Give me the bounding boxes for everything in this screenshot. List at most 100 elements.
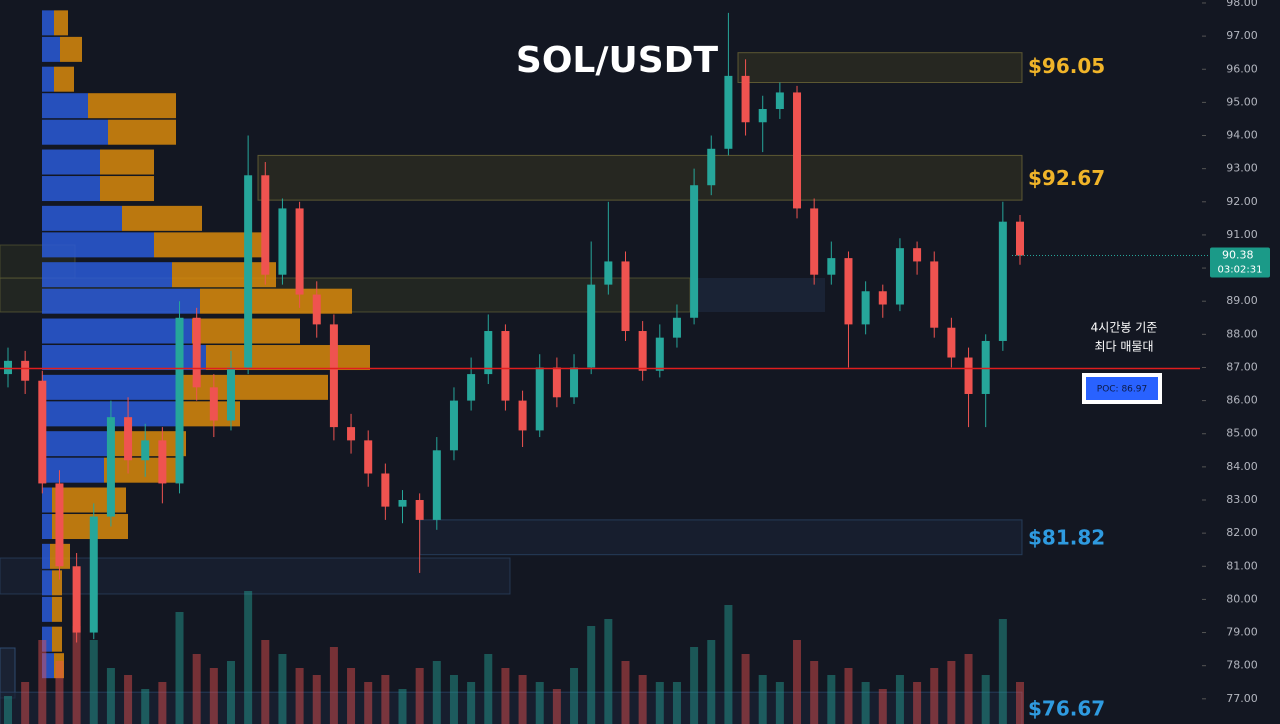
- countdown: 03:02:31: [1218, 264, 1263, 275]
- volume-bar: [552, 689, 561, 724]
- level-zone: [737, 52, 1023, 84]
- poc-box-inner: [1086, 377, 1158, 400]
- candle-body: [621, 261, 630, 332]
- y-tick-label: 92.00: [1226, 195, 1258, 208]
- profile-sell: [52, 626, 62, 652]
- profile-sell: [104, 457, 180, 483]
- volume-bar: [758, 675, 767, 724]
- y-tick-label: 97.00: [1226, 29, 1258, 42]
- volume-bar: [467, 682, 476, 724]
- level-label: $96.05: [1028, 54, 1105, 78]
- profile-buy: [42, 457, 104, 483]
- candle-body: [124, 417, 133, 461]
- volume-bar: [998, 619, 1007, 724]
- volume-bar: [535, 682, 544, 724]
- profile-buy: [42, 262, 172, 288]
- candle-body: [690, 185, 699, 318]
- volume-bar: [261, 640, 270, 724]
- candle-body: [878, 291, 887, 305]
- candle-body: [261, 175, 270, 275]
- y-tick-label: 78.00: [1226, 659, 1258, 672]
- candle-body: [930, 261, 939, 328]
- candle-body: [312, 294, 321, 325]
- volume-bar: [89, 640, 98, 724]
- volume-bar: [707, 640, 716, 724]
- candle-body: [158, 440, 167, 484]
- volume-bar: [295, 668, 304, 724]
- y-tick-label: 95.00: [1226, 95, 1258, 108]
- volume-bar: [793, 640, 802, 724]
- profile-buy: [42, 487, 52, 513]
- candle-body: [398, 500, 407, 507]
- profile-buy: [42, 288, 200, 314]
- profile-buy: [42, 318, 192, 344]
- y-tick-label: 81.00: [1226, 559, 1258, 572]
- level-label: $76.67: [1028, 696, 1105, 720]
- volume-bar: [347, 668, 356, 724]
- candle-body: [141, 440, 150, 461]
- volume-bar: [175, 612, 184, 724]
- volume-bar: [518, 675, 527, 724]
- candle-body: [175, 317, 184, 484]
- level-zone: [0, 691, 1023, 724]
- profile-buy: [42, 543, 50, 569]
- profile-buy: [42, 232, 154, 258]
- candle-body: [861, 291, 870, 325]
- profile-buy: [42, 10, 54, 36]
- candle-body: [226, 367, 235, 421]
- volume-bar: [278, 654, 287, 724]
- level-label: $92.67: [1028, 166, 1105, 190]
- candle-body: [895, 248, 904, 305]
- last-price-label: 90.38: [1222, 248, 1254, 261]
- volume-bar: [981, 675, 990, 724]
- candle-body: [364, 440, 373, 474]
- level-zone: [419, 519, 1023, 556]
- candle-body: [501, 331, 510, 401]
- candle-body: [347, 427, 356, 441]
- profile-sell: [54, 653, 64, 679]
- profile-buy: [42, 514, 52, 540]
- volume-bar: [724, 605, 733, 724]
- y-tick-label: 93.00: [1226, 162, 1258, 175]
- volume-bar: [415, 668, 424, 724]
- candle-body: [775, 92, 784, 110]
- candle-body: [1016, 221, 1024, 256]
- volume-bar: [312, 675, 321, 724]
- volume-bar: [501, 668, 510, 724]
- candle-body: [72, 566, 81, 633]
- profile-sell: [100, 149, 154, 175]
- candle-body: [55, 483, 64, 567]
- profile-buy: [42, 119, 108, 145]
- volume-bar: [844, 668, 853, 724]
- candle-body: [552, 367, 561, 398]
- candle-body: [89, 516, 98, 633]
- volume-bar: [484, 654, 493, 724]
- profile-sell: [52, 570, 62, 596]
- volume-bar: [381, 675, 390, 724]
- candle-body: [655, 337, 664, 371]
- profile-buy: [42, 36, 60, 62]
- profile-sell: [172, 262, 276, 288]
- profile-sell: [54, 10, 68, 36]
- candle-body: [913, 248, 922, 262]
- profile-buy: [42, 66, 54, 92]
- profile-buy: [42, 374, 178, 400]
- profile-sell: [88, 93, 176, 119]
- profile-buy: [42, 653, 54, 679]
- y-tick-label: 98.00: [1226, 0, 1258, 9]
- volume-bar: [570, 668, 579, 724]
- volume-bar: [192, 654, 201, 724]
- volume-bar: [775, 682, 784, 724]
- volume-bar: [55, 661, 64, 724]
- profile-sell: [154, 232, 262, 258]
- volume-bar: [861, 682, 870, 724]
- y-tick-label: 77.00: [1226, 692, 1258, 705]
- volume-bar: [364, 682, 373, 724]
- candle-body: [518, 400, 527, 431]
- volume-bar: [124, 675, 133, 724]
- y-tick-label: 86.00: [1226, 394, 1258, 407]
- profile-sell: [206, 345, 370, 371]
- candle-body: [981, 340, 990, 394]
- volume-bar: [621, 661, 630, 724]
- volume-bar: [913, 682, 922, 724]
